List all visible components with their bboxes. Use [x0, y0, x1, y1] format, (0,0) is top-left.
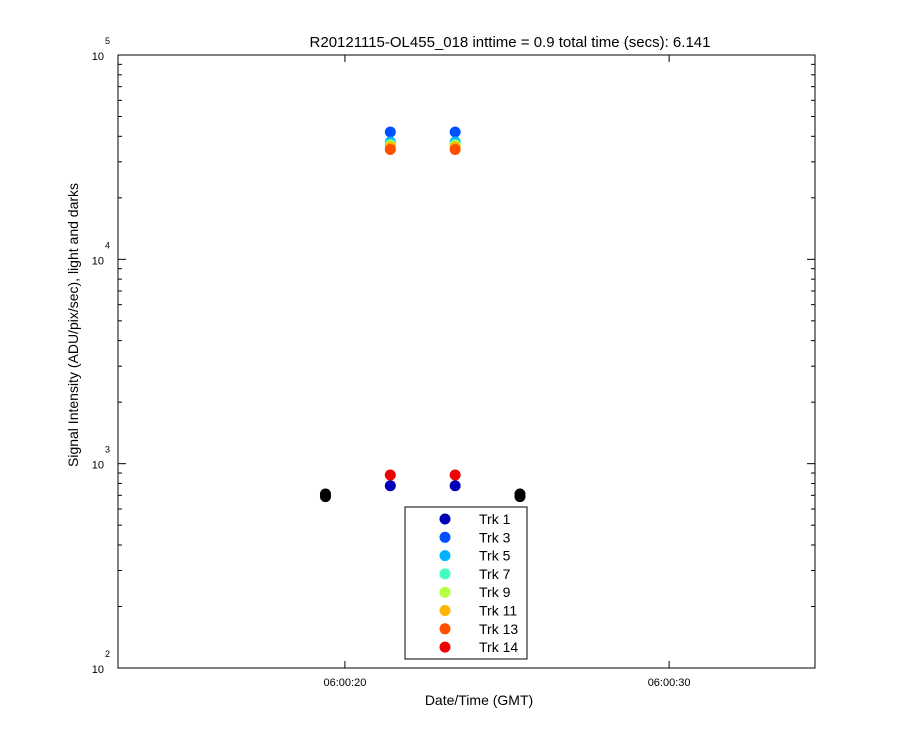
legend-marker [439, 531, 451, 543]
data-point-trk-14 [384, 469, 396, 481]
data-point-trk-14 [449, 469, 461, 481]
legend-marker [439, 623, 451, 635]
data-points [319, 126, 526, 503]
legend-marker [439, 605, 451, 616]
legend-label: Trk 11 [479, 603, 517, 619]
data-point-trk-1 [449, 480, 461, 492]
legend-marker [439, 641, 451, 653]
data-point-trk-13 [384, 143, 396, 155]
x-axis-label: Date/Time (GMT) [425, 692, 533, 708]
legend-marker [439, 550, 451, 562]
y-tick-exponent: 3 [105, 445, 110, 455]
y-tick-exponent: 4 [105, 240, 110, 250]
legend-label: Trk 7 [479, 566, 511, 582]
legend-box [404, 506, 528, 660]
legend-marker [439, 513, 451, 525]
dark-point [319, 488, 331, 500]
y-tick-exponent: 5 [105, 36, 110, 46]
x-tick-label: 06:00:20 [324, 677, 367, 689]
legend-label: Trk 1 [479, 511, 511, 527]
y-tick-label: 10 [92, 664, 104, 676]
legend-label: Trk 5 [479, 548, 511, 564]
y-tick-label: 10 [92, 51, 104, 63]
y-tick-label: 10 [92, 460, 104, 472]
legend-label: Trk 14 [479, 639, 518, 655]
y-tick-label: 10 [92, 255, 104, 267]
y-axis-label: Signal Intensity (ADU/pix/sec), light an… [65, 183, 81, 467]
legend-label: Trk 9 [479, 584, 511, 600]
legend-label: Trk 3 [479, 529, 511, 545]
dark-point [514, 488, 526, 500]
legend: Trk 1 Trk 3 Trk 5 Trk 7 Trk 9 Trk 11 Trk 13 Trk… [404, 506, 528, 660]
data-point-trk-3 [449, 126, 461, 138]
legend-label: Trk 13 [479, 621, 518, 637]
data-point-trk-3 [384, 126, 396, 138]
x-axis: 06:00:20 06:00:30 [324, 55, 691, 689]
y-tick-exponent: 2 [105, 649, 110, 659]
x-tick-label: 06:00:30 [648, 677, 691, 689]
legend-marker [439, 586, 451, 598]
chart-title: R20121115-OL455_018 inttime = 0.9 total … [310, 34, 711, 51]
data-point-trk-1 [384, 480, 396, 492]
legend-marker [439, 568, 451, 580]
data-point-trk-13 [449, 143, 461, 155]
